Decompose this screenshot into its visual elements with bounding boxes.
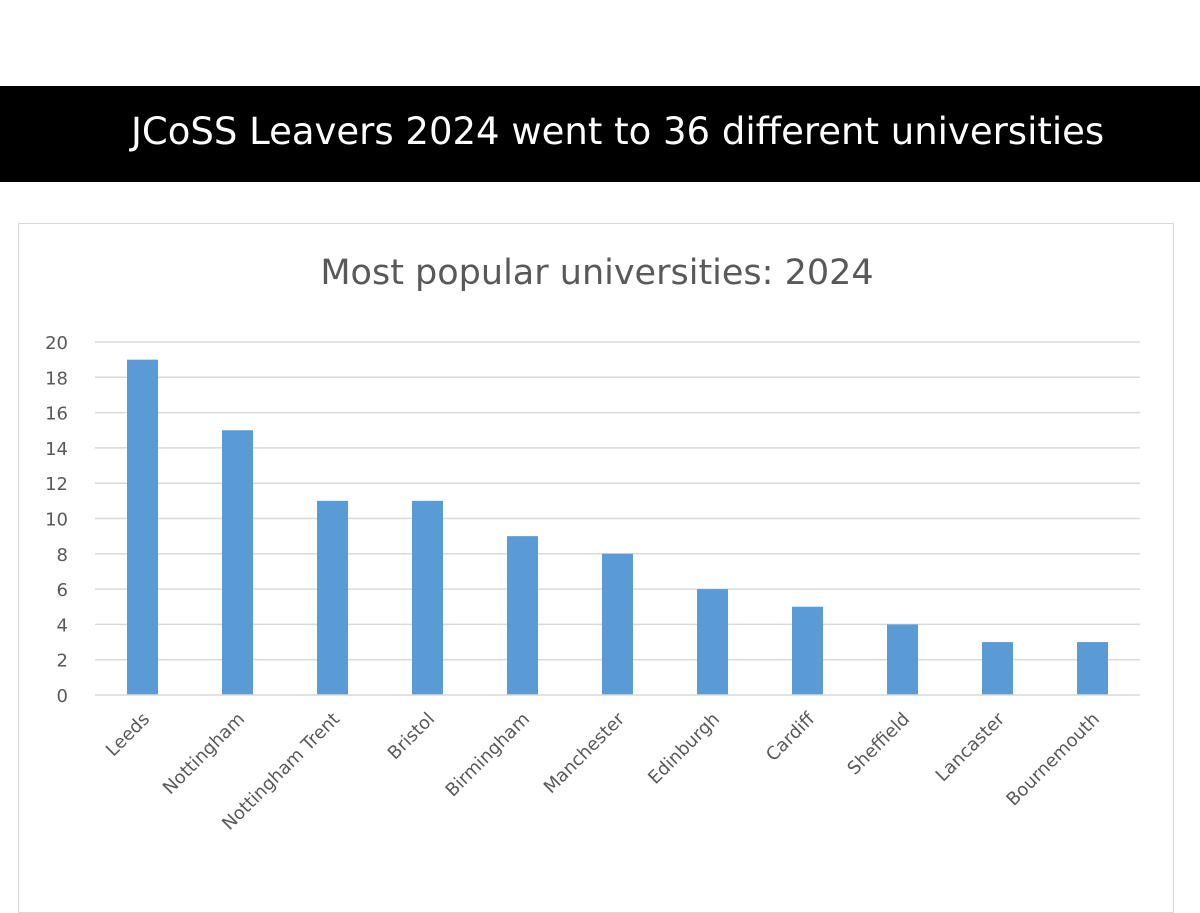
x-category-label: Manchester <box>540 708 630 798</box>
x-category-label: Cardiff <box>762 708 819 765</box>
x-category-label: Bournemouth <box>1002 709 1104 811</box>
x-category-label: Sheffield <box>843 709 914 780</box>
y-tick-label: 0 <box>57 686 68 707</box>
bar-sheffield <box>887 624 918 695</box>
y-tick-label: 16 <box>45 404 68 425</box>
y-tick-label: 20 <box>45 333 68 354</box>
x-category-label: Edinburgh <box>644 709 724 789</box>
x-category-label: Bristol <box>384 709 439 764</box>
bar-bournemouth <box>1077 642 1108 695</box>
banner-title: JCoSS Leavers 2024 went to 36 different … <box>131 110 1105 153</box>
y-tick-label: 14 <box>45 439 68 460</box>
y-tick-label: 8 <box>57 545 68 566</box>
y-tick-label: 6 <box>57 580 68 601</box>
chart-frame <box>18 223 1174 913</box>
chart-title: Most popular universities: 2024 <box>320 253 874 293</box>
bar-bristol <box>412 500 443 695</box>
bar-edinburgh <box>697 589 728 695</box>
bar-leeds <box>127 359 158 695</box>
y-tick-label: 2 <box>57 651 68 672</box>
x-category-label: Lancaster <box>932 708 1010 786</box>
bar-nottingham <box>222 430 253 695</box>
x-category-label: Birmingham <box>442 709 534 801</box>
bar-birmingham <box>507 536 538 695</box>
y-tick-label: 10 <box>45 510 68 531</box>
bar-nottingham-trent <box>317 500 348 695</box>
y-tick-label: 18 <box>45 368 68 389</box>
x-category-label: Leeds <box>102 709 154 761</box>
bar-lancaster <box>982 642 1013 695</box>
y-axis-tick-labels: 0 2 4 6 8 10 12 14 16 18 20 <box>45 333 68 707</box>
y-tick-label: 12 <box>45 474 68 495</box>
bar-manchester <box>602 553 633 695</box>
y-tick-label: 4 <box>57 615 68 636</box>
title-banner: JCoSS Leavers 2024 went to 36 different … <box>0 86 1200 182</box>
bars <box>127 359 1108 695</box>
x-category-label: Nottingham <box>159 709 249 799</box>
bar-cardiff <box>792 606 823 695</box>
